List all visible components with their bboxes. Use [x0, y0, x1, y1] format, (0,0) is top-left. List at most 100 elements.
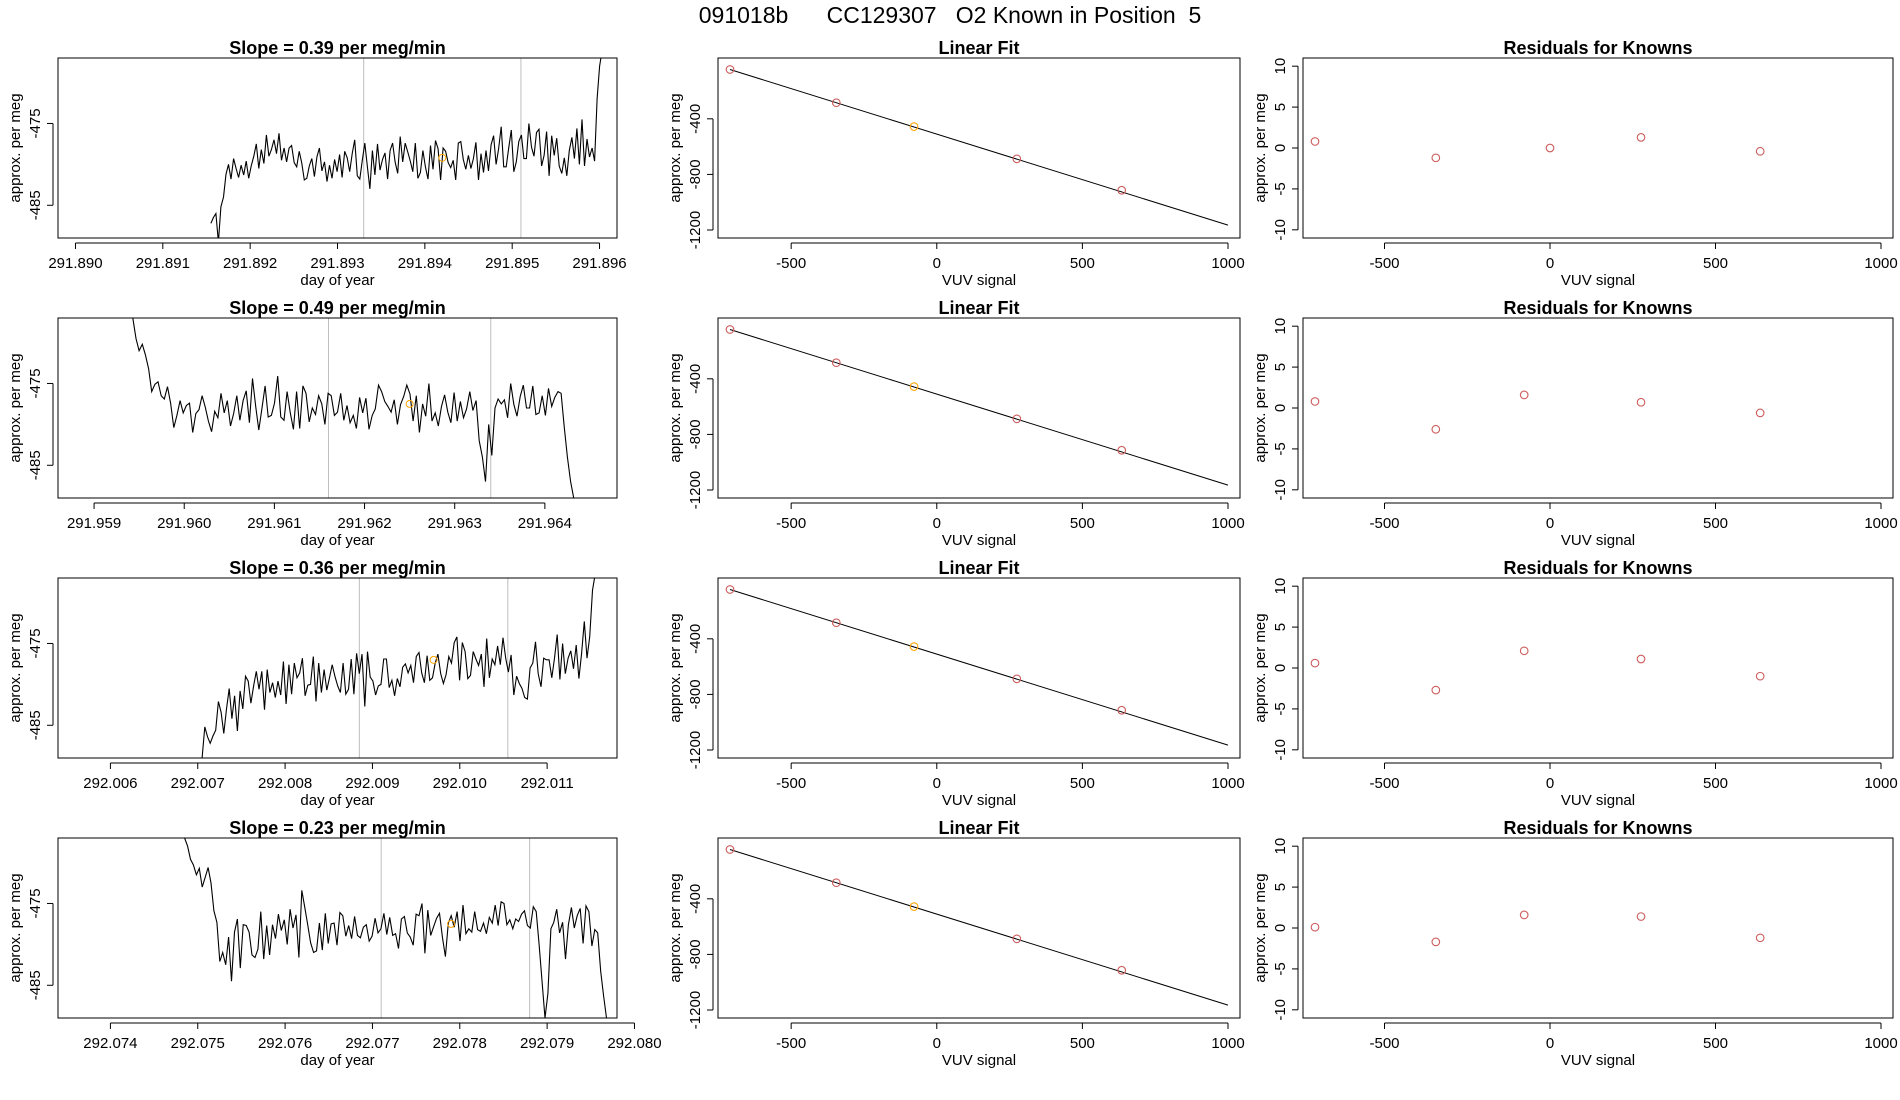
x-tick-label: 500 [1070, 255, 1095, 272]
linear-fit-panel: Linear Fit -500 0 500 1000 VUV signal -400 -800… [667, 298, 1245, 549]
y-tick-label: 10 [1272, 578, 1289, 595]
x-tick-label: -500 [776, 515, 806, 532]
residual-point [1310, 397, 1320, 406]
linear-fit-panel: Linear Fit -500 0 500 1000 VUV signal -400 -800… [667, 558, 1245, 809]
x-axis-label: VUV signal [1561, 792, 1635, 809]
y-tick-label: -5 [1272, 442, 1289, 455]
per-meg-trace [210, 58, 602, 238]
fit-line [729, 588, 1229, 746]
timeseries-panel: Slope = 0.36 per meg/min 292.006 292.007 29… [7, 558, 618, 809]
x-tick-label: 292.007 [171, 775, 225, 792]
residual-point [1519, 910, 1529, 920]
y-tick-label: 10 [1272, 838, 1289, 855]
y-tick-label: -400 [687, 364, 704, 394]
x-tick-label: 0 [1546, 515, 1554, 532]
x-tick-label: 1000 [1211, 775, 1244, 792]
y-tick-label: 0 [1272, 924, 1289, 932]
residual-point [1519, 646, 1529, 656]
x-tick-label: -500 [776, 775, 806, 792]
residual-point [1636, 912, 1646, 921]
x-tick-label: -500 [776, 1035, 806, 1052]
plot-frame [717, 57, 1241, 239]
y-tick-label: -800 [687, 939, 704, 969]
y-axis-label: approx. per meg [7, 613, 24, 722]
y-tick-label: -400 [687, 884, 704, 914]
x-tick-label: 292.008 [258, 775, 312, 792]
residuals-panel: Residuals for Knowns -500 0 500 1000 VUV sign… [1252, 298, 1898, 549]
y-tick-label: 10 [1272, 318, 1289, 335]
y-axis-label: approx. per meg [1252, 613, 1269, 722]
x-tick-label: 292.079 [520, 1035, 574, 1052]
x-tick-label: 292.009 [345, 775, 399, 792]
y-axis-label: approx. per meg [7, 93, 24, 202]
x-tick-label: 0 [1546, 775, 1554, 792]
residual-point [1431, 153, 1441, 163]
current-sample-point [909, 122, 919, 131]
panel-title: Slope = 0.49 per meg/min [229, 298, 446, 318]
y-tick-label: -10 [1272, 479, 1289, 501]
x-axis-label: day of year [300, 1052, 374, 1069]
y-tick-label: -10 [1272, 999, 1289, 1021]
x-tick-label: 291.963 [428, 515, 482, 532]
x-tick-label: 291.892 [223, 255, 277, 272]
residual-point [1431, 424, 1441, 434]
x-tick-label: 0 [1546, 1035, 1554, 1052]
known-standard-point [831, 618, 841, 628]
y-tick-label: -5 [1272, 182, 1289, 195]
plot-frame [1302, 57, 1894, 239]
y-tick-label: 0 [1272, 404, 1289, 412]
y-tick-label: -800 [687, 419, 704, 449]
y-tick-label: -800 [687, 679, 704, 709]
x-tick-label: 292.074 [83, 1035, 137, 1052]
x-tick-label: 292.010 [433, 775, 487, 792]
x-tick-label: 0 [933, 515, 941, 532]
x-tick-label: 291.960 [157, 515, 211, 532]
known-standard-point [831, 878, 841, 888]
plot-frame [1302, 837, 1894, 1019]
residual-point [1310, 137, 1320, 146]
x-tick-label: 292.080 [607, 1035, 661, 1052]
y-axis-label: approx. per meg [667, 613, 684, 722]
x-tick-label: 291.891 [136, 255, 190, 272]
fit-line [729, 848, 1229, 1006]
x-tick-label: 291.890 [48, 255, 102, 272]
panel-title: Residuals for Knowns [1503, 38, 1692, 58]
x-tick-label: 0 [933, 775, 941, 792]
x-tick-label: 500 [1070, 515, 1095, 532]
residual-point [1755, 408, 1765, 418]
y-tick-label: -400 [687, 624, 704, 654]
y-tick-label: 10 [1272, 58, 1289, 75]
x-tick-label: 1000 [1864, 775, 1897, 792]
x-axis-label: VUV signal [942, 1052, 1016, 1069]
current-sample-point [909, 642, 919, 651]
x-tick-label: 1000 [1864, 1035, 1897, 1052]
x-axis-label: VUV signal [1561, 532, 1635, 549]
y-tick-label: 5 [1272, 623, 1289, 631]
y-tick-label: -485 [27, 970, 44, 1000]
x-tick-label: 292.077 [345, 1035, 399, 1052]
x-axis-label: VUV signal [942, 532, 1016, 549]
current-sample-point [405, 399, 414, 408]
known-standard-point [1117, 445, 1127, 455]
panel-title: Linear Fit [938, 298, 1019, 318]
current-sample-point [429, 655, 438, 664]
x-axis-label: day of year [300, 532, 374, 549]
panel-title: Linear Fit [938, 818, 1019, 838]
timeseries-panel: Slope = 0.49 per meg/min 291.959 291.960 29… [7, 298, 618, 549]
x-tick-label: 291.962 [337, 515, 391, 532]
plot-frame [57, 317, 618, 499]
y-axis-label: approx. per meg [1252, 873, 1269, 982]
y-tick-label: -400 [687, 104, 704, 134]
x-tick-label: 0 [1546, 255, 1554, 272]
plot-frame [717, 837, 1241, 1019]
residual-point [1431, 937, 1441, 947]
known-standard-point [1012, 414, 1022, 424]
y-axis-label: approx. per meg [667, 93, 684, 202]
residual-point [1636, 133, 1646, 142]
y-tick-label: -475 [27, 628, 44, 658]
residual-point [1755, 671, 1765, 681]
plot-frame [57, 837, 618, 1019]
y-tick-label: -800 [687, 159, 704, 189]
known-standard-point [1012, 934, 1022, 944]
